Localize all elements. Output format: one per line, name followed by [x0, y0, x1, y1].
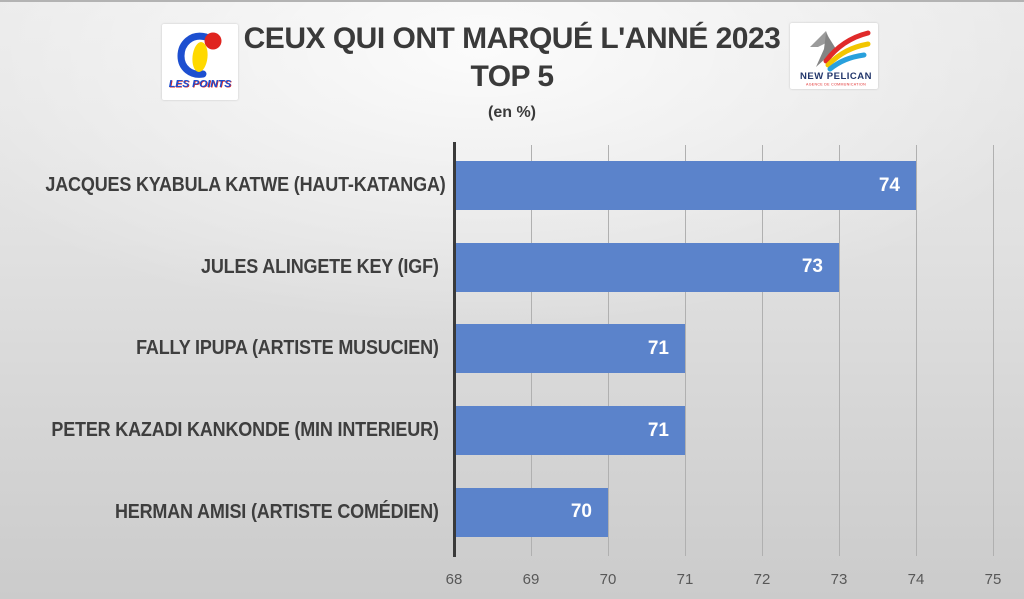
bar-value-label: 74 [878, 174, 900, 196]
bar-track: 74 [454, 145, 993, 227]
x-tick-label: 75 [984, 571, 1002, 588]
category-label: JULES ALINGETE KEY (IGF) [200, 255, 439, 278]
x-tick-label: 68 [445, 571, 463, 588]
new-pelican-logo: NEW PELICAN AGENCE DE COMMUNICATION [790, 23, 878, 89]
chart-row: PETER KAZADI KANKONDE (MIN INTERIEUR) 71 [0, 390, 993, 472]
x-tick-label: 70 [599, 571, 617, 588]
bar: 71 [454, 406, 685, 456]
bar-value-label: 70 [570, 501, 592, 523]
les-points-logo-graphic: LES POINTS LES POINTS [169, 32, 232, 91]
chart-title-line2: TOP 5 [470, 60, 554, 93]
x-tick-label: 69 [522, 571, 540, 588]
bar: 71 [454, 324, 685, 374]
pelican-red-swoosh-icon [823, 30, 871, 64]
chart-row: JACQUES KYABULA KATWE (HAUT-KATANGA) 74 [0, 145, 993, 227]
bar: 74 [454, 161, 916, 211]
pelican-blue-swoosh-icon [827, 52, 867, 72]
bar-value-label: 71 [647, 337, 669, 359]
y-axis-line [453, 142, 456, 557]
x-tick-label: 71 [676, 571, 694, 588]
category-label: JACQUES KYABULA KATWE (HAUT-KATANGA) [45, 174, 446, 197]
chart-row: FALLY IPUPA (ARTISTE MUSUCIEN) 71 [0, 308, 993, 390]
bar-chart: JACQUES KYABULA KATWE (HAUT-KATANGA) 74 JU… [0, 142, 1024, 590]
gridline [762, 145, 763, 556]
new-pelican-wordmark: NEW PELICAN [800, 71, 872, 82]
bar-track: 71 [454, 308, 993, 390]
bar-track: 70 [454, 471, 993, 553]
chart-title-block: CEUX QUI ONT MARQUÉ L'ANNÉ 2023 TOP 5 (e… [232, 20, 792, 122]
bar-track: 71 [454, 390, 993, 472]
category-label: HERMAN AMISI (ARTISTE COMÉDIEN) [114, 500, 439, 523]
bar: 73 [454, 242, 839, 292]
category-label: FALLY IPUPA (ARTISTE MUSUCIEN) [136, 337, 439, 360]
les-points-blue-arc-icon [177, 32, 210, 78]
les-points-wordmark-shadow: LES POINTS [169, 79, 231, 91]
les-points-wordmark: LES POINTS [169, 78, 231, 90]
gridline [685, 145, 686, 556]
les-points-yellow-drop-icon [192, 42, 208, 72]
les-points-red-dot-icon [204, 32, 222, 50]
x-tick-label: 72 [753, 571, 771, 588]
chart-title-line1: CEUX QUI ONT MARQUÉ L'ANNÉ 2023 [243, 22, 781, 55]
les-points-logo: LES POINTS LES POINTS [162, 24, 238, 100]
gridline [993, 145, 994, 556]
chart-row: JULES ALINGETE KEY (IGF) 73 [0, 227, 993, 309]
bar-value-label: 71 [647, 419, 669, 441]
x-tick-label: 74 [907, 571, 925, 588]
bar-value-label: 73 [801, 256, 823, 278]
chart-unit-label: (en %) [488, 104, 536, 121]
gridline [916, 145, 917, 556]
x-tick-label: 73 [830, 571, 848, 588]
bar: 70 [454, 487, 608, 537]
new-pelican-tagline: AGENCE DE COMMUNICATION [806, 83, 866, 87]
x-axis-ticks: 68 69 70 71 72 73 74 75 [446, 556, 1002, 590]
pelican-bird-body-icon [816, 33, 836, 67]
chart-row: HERMAN AMISI (ARTISTE COMÉDIEN) 70 [0, 471, 993, 553]
new-pelican-logo-graphic: NEW PELICAN AGENCE DE COMMUNICATION [800, 30, 872, 87]
bar-track: 73 [454, 227, 993, 309]
category-label: PETER KAZADI KANKONDE (MIN INTERIEUR) [51, 419, 439, 442]
pelican-yellow-swoosh-icon [825, 41, 871, 68]
chart-rows: JACQUES KYABULA KATWE (HAUT-KATANGA) 74 JU… [0, 145, 993, 553]
gridline [839, 145, 840, 556]
